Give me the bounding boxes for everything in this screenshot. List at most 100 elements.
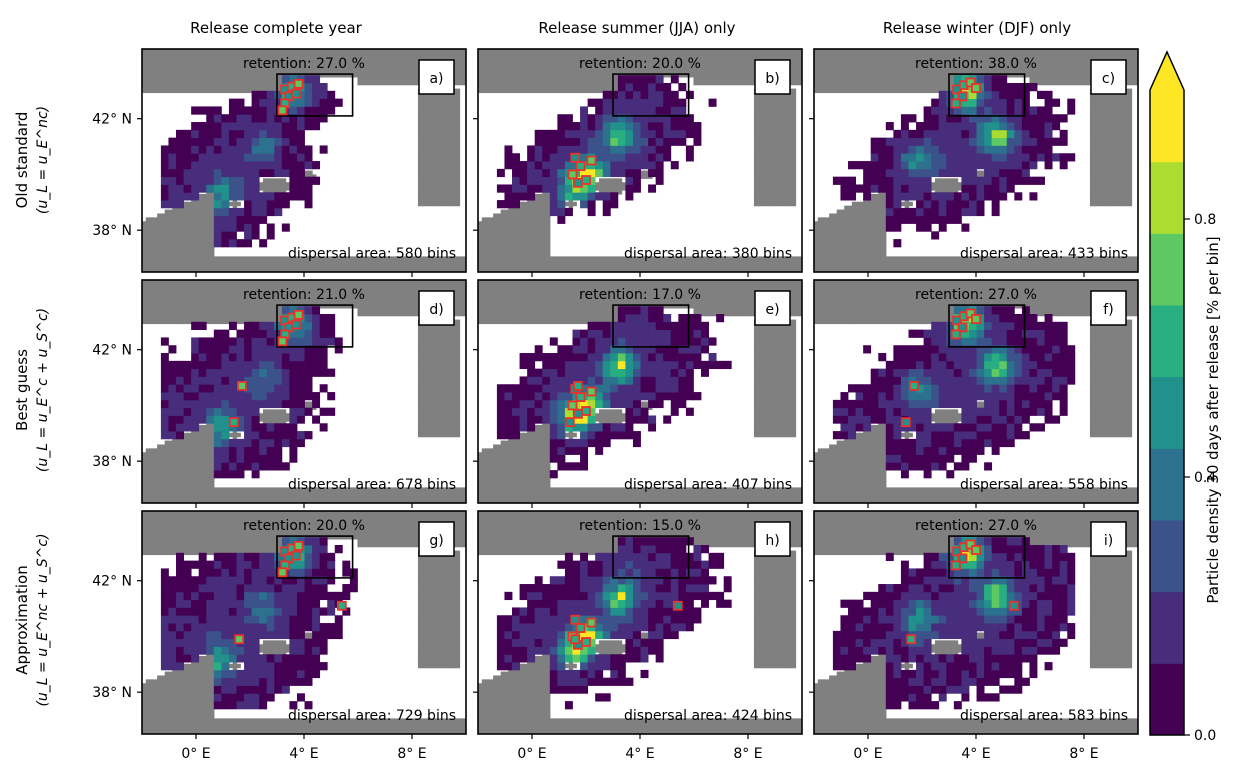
land-cell: [580, 50, 584, 55]
density-cell: [168, 153, 176, 161]
land-cell: [206, 217, 210, 222]
land-cell: [512, 252, 516, 256]
land-cell: [153, 264, 157, 269]
land-cell: [527, 50, 531, 55]
land-cell: [493, 89, 497, 94]
land-cell: [599, 178, 603, 183]
land-cell: [429, 53, 433, 58]
land-cell: [501, 69, 505, 74]
density-cell: [206, 138, 214, 146]
land-cell: [825, 225, 829, 230]
land-cell: [863, 57, 867, 62]
land-cell: [769, 116, 773, 121]
land-cell: [893, 57, 897, 62]
land-cell: [422, 143, 426, 148]
land-cell: [441, 139, 445, 144]
density-cell: [267, 114, 275, 122]
land-cell: [863, 65, 867, 70]
land-cell: [504, 89, 508, 94]
density-cell: [214, 161, 222, 169]
density-cell: [557, 122, 565, 130]
land-cell: [482, 264, 486, 269]
density-cell: [504, 153, 512, 161]
density-cell: [237, 153, 245, 161]
land-cell: [512, 237, 516, 242]
land-cell: [282, 182, 286, 187]
land-cell: [538, 233, 542, 238]
land-cell: [452, 186, 456, 191]
land-cell: [871, 57, 875, 62]
land-cell: [150, 81, 154, 86]
density-cell: [312, 83, 320, 91]
land-cell: [422, 108, 426, 113]
land-cell: [840, 260, 844, 265]
land-cell: [765, 50, 769, 55]
land-cell: [395, 73, 399, 78]
density-cell: [244, 231, 252, 239]
land-cell: [758, 182, 762, 187]
land-cell: [508, 61, 512, 66]
land-cell: [418, 182, 422, 187]
land-cell: [773, 159, 777, 164]
density-cell: [259, 99, 267, 107]
land-cell: [157, 89, 161, 94]
land-cell: [237, 89, 241, 94]
density-cell: [305, 122, 313, 130]
land-cell: [422, 186, 426, 191]
land-cell: [146, 249, 150, 254]
land-cell: [407, 50, 411, 55]
land-cell: [538, 57, 542, 62]
land-cell: [482, 249, 486, 254]
land-cell: [614, 264, 618, 269]
land-cell: [852, 206, 856, 211]
land-cell: [187, 213, 191, 218]
land-cell: [901, 260, 905, 265]
land-cell: [535, 50, 539, 55]
density-cell: [244, 169, 252, 177]
land-cell: [777, 159, 781, 164]
land-cell: [833, 225, 837, 230]
land-cell: [588, 85, 592, 90]
land-cell: [429, 112, 433, 117]
land-cell: [538, 241, 542, 246]
land-cell: [705, 77, 709, 82]
density-cell: [633, 177, 641, 185]
land-cell: [844, 50, 848, 55]
land-cell: [724, 69, 728, 74]
land-cell: [229, 256, 233, 261]
land-cell: [441, 53, 445, 58]
land-cell: [833, 241, 837, 246]
land-cell: [422, 139, 426, 144]
land-cell: [187, 252, 191, 256]
land-cell: [829, 241, 833, 246]
land-cell: [788, 159, 792, 164]
land-cell: [901, 89, 905, 94]
density-cell: [244, 161, 252, 169]
land-cell: [429, 155, 433, 160]
land-cell: [210, 233, 214, 238]
land-cell: [493, 69, 497, 74]
density-cell: [663, 122, 671, 130]
density-cell: [161, 177, 169, 185]
density-cell: [168, 145, 176, 153]
land-cell: [395, 53, 399, 58]
land-cell: [818, 237, 822, 242]
land-cell: [429, 116, 433, 121]
land-cell: [856, 233, 860, 238]
land-cell: [229, 53, 233, 58]
land-cell: [897, 73, 901, 78]
density-cell: [237, 122, 245, 130]
land-cell: [497, 233, 501, 238]
land-cell: [607, 256, 611, 261]
land-cell: [153, 65, 157, 70]
land-cell: [697, 81, 701, 86]
density-cell: [641, 75, 649, 83]
land-cell: [773, 135, 777, 140]
land-cell: [878, 50, 882, 55]
land-cell: [622, 50, 626, 55]
land-cell: [550, 256, 554, 261]
land-cell: [437, 116, 441, 121]
land-cell: [874, 233, 878, 238]
density-cell: [244, 153, 252, 161]
land-cell: [403, 77, 407, 82]
